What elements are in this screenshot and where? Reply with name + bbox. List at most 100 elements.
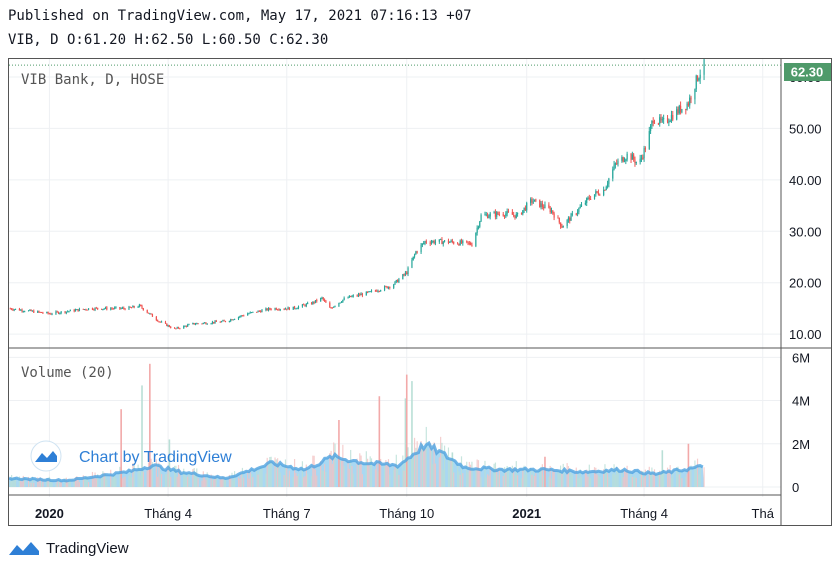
volume-bar (616, 466, 618, 487)
volume-bar (210, 474, 212, 487)
volume-bar (407, 447, 409, 487)
candle-body (74, 309, 77, 312)
candle-body (304, 304, 306, 307)
volume-bar (587, 476, 589, 487)
candle-body (232, 319, 234, 321)
candle-body (342, 299, 344, 302)
volume-bar (394, 464, 396, 487)
volume-tick-label: 0 (792, 480, 799, 495)
volume-bar (666, 467, 669, 487)
volume-bar (316, 475, 318, 487)
candle-body (368, 291, 370, 293)
candle-body (177, 327, 180, 329)
volume-bar (530, 467, 532, 487)
volume-bar (484, 460, 486, 487)
candle-body (507, 211, 510, 213)
volume-bar (685, 476, 687, 487)
candle-body (187, 324, 189, 327)
candle-body (566, 219, 568, 227)
candle-body (249, 312, 251, 314)
volume-bar (369, 456, 371, 487)
candle-body (579, 206, 581, 209)
candle-body (223, 320, 225, 322)
candle-body (184, 325, 186, 327)
candle-body (621, 157, 623, 161)
candle-body (443, 240, 446, 242)
candle-body (137, 306, 139, 308)
price-tick-label: 50.00 (789, 121, 822, 136)
candle-body (150, 313, 152, 315)
volume-bar (201, 480, 203, 487)
candle-body (595, 191, 597, 195)
candle-body (338, 302, 340, 306)
volume-bar (270, 456, 272, 487)
volume-spike-bar (338, 420, 340, 487)
candle-body (378, 291, 380, 293)
candle-body (149, 313, 151, 315)
volume-bar (535, 473, 537, 487)
time-tick-label: Tháng 7 (263, 506, 311, 521)
footer-brand[interactable]: TradingView (8, 538, 129, 558)
volume-bar (383, 466, 386, 487)
volume-bar (440, 436, 442, 487)
candle-body (260, 311, 262, 313)
candle-body (695, 75, 697, 89)
candle-body (121, 307, 124, 309)
volume-bar (686, 473, 688, 487)
volume-bar (421, 444, 423, 487)
volume-bar (447, 447, 450, 487)
candle-body (46, 312, 48, 314)
volume-spike-bar (404, 398, 407, 487)
candle-body (13, 309, 15, 311)
volume-bar (339, 461, 341, 487)
volume-bar (690, 465, 692, 487)
candle-body (293, 306, 296, 309)
candle-body (685, 108, 687, 110)
candle-body (155, 316, 157, 321)
candle-body (312, 301, 314, 305)
candle-body (687, 103, 690, 106)
candle-body (599, 194, 601, 196)
candle-body (524, 207, 527, 211)
volume-bar (287, 476, 289, 487)
candle-body (653, 122, 656, 124)
candle-body (73, 309, 75, 312)
candle-body (370, 290, 373, 292)
volume-bar (415, 447, 417, 487)
candle-body (330, 307, 332, 309)
price-tick-label: 20.00 (789, 276, 822, 291)
volume-bar (51, 482, 53, 487)
candle-body (33, 310, 35, 313)
candle-body (453, 241, 455, 244)
candle-body (625, 159, 627, 161)
candle-body (623, 160, 626, 162)
price-chart[interactable]: 10.0020.0030.0040.0050.0060.0002M4M6M202… (8, 55, 831, 525)
volume-bar (347, 462, 349, 487)
volume-bar (260, 467, 262, 487)
volume-bar (269, 456, 271, 487)
candle-body (170, 326, 172, 328)
volume-bar (334, 443, 336, 487)
volume-bar (502, 475, 504, 487)
candle-body (303, 304, 305, 306)
volume-bar (100, 477, 103, 487)
volume-bar (438, 457, 440, 487)
candle-body (553, 213, 555, 218)
candle-body (12, 309, 14, 311)
candle-body (541, 203, 543, 207)
candle-body (292, 306, 294, 310)
candle-body (484, 214, 486, 216)
volume-bar (660, 473, 662, 487)
candle-body (386, 286, 388, 289)
volume-bar (526, 469, 528, 487)
candle-body (314, 299, 317, 303)
volume-bar (185, 477, 187, 487)
candle-body (22, 311, 24, 313)
candle-body (515, 213, 517, 218)
volume-bar (678, 474, 680, 487)
candle-body (402, 274, 404, 280)
candle-body (316, 299, 318, 302)
candle-body (158, 321, 160, 323)
candle-body (447, 240, 450, 243)
candle-body (359, 294, 361, 296)
